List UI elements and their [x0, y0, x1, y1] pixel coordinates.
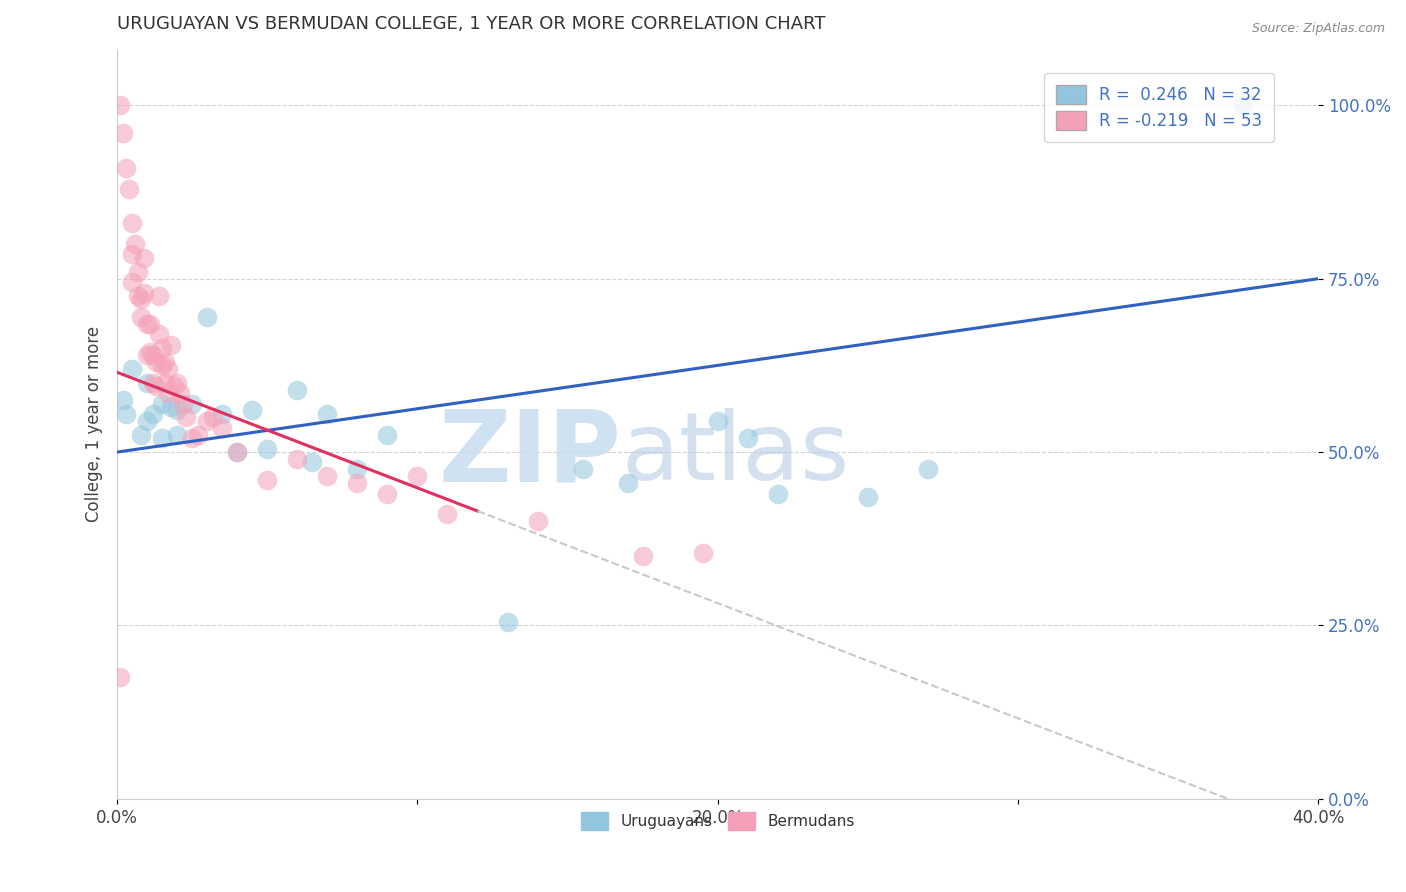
- Point: [166, 403, 188, 417]
- Point: [121, 247, 143, 261]
- Legend: Uruguayans, Bermudans: Uruguayans, Bermudans: [575, 806, 860, 836]
- Point: [631, 549, 654, 563]
- Point: [166, 427, 188, 442]
- Text: Source: ZipAtlas.com: Source: ZipAtlas.com: [1251, 22, 1385, 36]
- Point: [148, 289, 170, 303]
- Point: [1232, 98, 1254, 112]
- Point: [406, 469, 429, 483]
- Point: [346, 476, 368, 491]
- Point: [139, 344, 162, 359]
- Text: URUGUAYAN VS BERMUDAN COLLEGE, 1 YEAR OR MORE CORRELATION CHART: URUGUAYAN VS BERMUDAN COLLEGE, 1 YEAR OR…: [117, 15, 825, 33]
- Point: [737, 431, 759, 445]
- Point: [181, 431, 204, 445]
- Point: [316, 407, 339, 421]
- Point: [142, 407, 165, 421]
- Point: [766, 486, 789, 500]
- Point: [226, 445, 249, 459]
- Point: [142, 348, 165, 362]
- Point: [157, 386, 180, 401]
- Point: [316, 469, 339, 483]
- Point: [211, 407, 233, 421]
- Point: [377, 427, 399, 442]
- Point: [139, 317, 162, 331]
- Point: [136, 348, 159, 362]
- Point: [706, 414, 728, 428]
- Point: [148, 327, 170, 342]
- Point: [256, 473, 278, 487]
- Point: [150, 341, 173, 355]
- Point: [174, 410, 197, 425]
- Point: [134, 285, 156, 300]
- Point: [124, 237, 146, 252]
- Point: [856, 490, 879, 504]
- Point: [150, 359, 173, 373]
- Point: [155, 355, 177, 369]
- Point: [121, 216, 143, 230]
- Point: [436, 508, 458, 522]
- Point: [187, 427, 209, 442]
- Point: [526, 515, 548, 529]
- Point: [115, 407, 138, 421]
- Point: [195, 414, 218, 428]
- Point: [160, 337, 183, 351]
- Point: [157, 362, 180, 376]
- Point: [285, 452, 308, 467]
- Point: [256, 442, 278, 456]
- Point: [169, 386, 191, 401]
- Point: [211, 421, 233, 435]
- Point: [136, 376, 159, 390]
- Point: [181, 396, 204, 410]
- Point: [127, 289, 149, 303]
- Point: [136, 317, 159, 331]
- Point: [226, 445, 249, 459]
- Point: [108, 670, 131, 684]
- Point: [129, 293, 152, 307]
- Point: [616, 476, 638, 491]
- Point: [571, 462, 593, 476]
- Point: [301, 455, 323, 469]
- Point: [202, 410, 225, 425]
- Point: [160, 400, 183, 414]
- Point: [166, 376, 188, 390]
- Point: [145, 355, 167, 369]
- Text: atlas: atlas: [621, 409, 849, 500]
- Point: [163, 379, 186, 393]
- Point: [112, 126, 135, 140]
- Point: [917, 462, 939, 476]
- Point: [127, 265, 149, 279]
- Point: [121, 362, 143, 376]
- Y-axis label: College, 1 year or more: College, 1 year or more: [86, 326, 103, 523]
- Point: [129, 427, 152, 442]
- Point: [377, 486, 399, 500]
- Point: [496, 615, 519, 629]
- Point: [115, 161, 138, 175]
- Point: [108, 98, 131, 112]
- Point: [142, 376, 165, 390]
- Point: [134, 251, 156, 265]
- Point: [155, 376, 177, 390]
- Point: [346, 462, 368, 476]
- Point: [692, 546, 714, 560]
- Point: [172, 396, 194, 410]
- Point: [136, 414, 159, 428]
- Point: [195, 310, 218, 324]
- Point: [121, 275, 143, 289]
- Point: [129, 310, 152, 324]
- Point: [112, 392, 135, 407]
- Point: [285, 383, 308, 397]
- Point: [240, 403, 263, 417]
- Text: ZIP: ZIP: [439, 406, 621, 503]
- Point: [150, 431, 173, 445]
- Point: [145, 379, 167, 393]
- Point: [118, 181, 141, 195]
- Point: [150, 396, 173, 410]
